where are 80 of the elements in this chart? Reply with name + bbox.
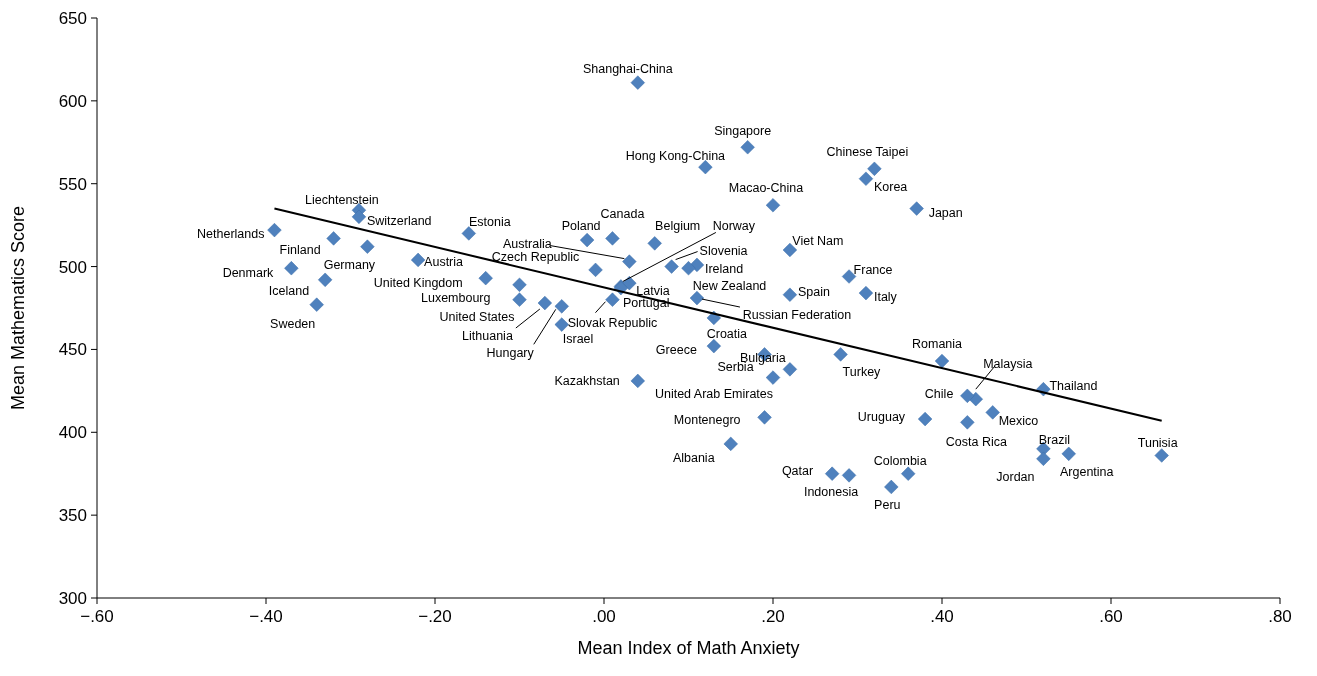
- annotation: Portugal: [622, 296, 670, 311]
- annotation: Brazil: [1038, 433, 1071, 448]
- x-tick-label: .40: [930, 607, 954, 626]
- annotation: Liechtenstein: [305, 192, 379, 207]
- annotation: Latvia: [636, 283, 670, 298]
- annotation: Finland: [279, 242, 321, 257]
- annotation: Tunisia: [1137, 435, 1178, 450]
- annotation: Romania: [911, 337, 963, 352]
- x-tick-label: .00: [592, 607, 616, 626]
- y-axis-title: Mean Mathematics Score: [8, 205, 28, 411]
- annotation: Estonia: [468, 214, 511, 229]
- annotation: New Zealand: [692, 278, 767, 293]
- y-tick-label: 400: [58, 423, 87, 443]
- x-tick-label: −.20: [418, 607, 452, 626]
- annotation: Austria: [424, 255, 464, 270]
- annotation: Colombia: [873, 454, 927, 469]
- annotation: Qatar: [781, 464, 814, 479]
- annotation: Canada: [600, 206, 645, 221]
- annotation: Chile: [924, 387, 954, 402]
- annotation: Ireland: [704, 262, 744, 277]
- annotation: Hong Kong-China: [625, 148, 726, 163]
- annotation: Israel: [562, 331, 594, 346]
- annotation: Czech Republic: [491, 250, 580, 265]
- annotation: Singapore: [714, 123, 772, 138]
- annotation: Macao-China: [728, 180, 804, 195]
- annotation: Sweden: [270, 317, 316, 332]
- annotation: Italy: [873, 290, 898, 305]
- annotation: Chinese Taipei: [826, 145, 909, 160]
- annotation: Korea: [873, 180, 908, 195]
- annotation: France: [853, 262, 893, 277]
- annotation: Peru: [874, 498, 901, 513]
- annotation: United Kingdom: [373, 275, 463, 290]
- annotation: Greece: [655, 343, 697, 358]
- annotation: Poland: [561, 219, 601, 234]
- y-tick-label: 450: [58, 340, 87, 360]
- annotation: Denmark: [222, 265, 275, 280]
- annotation: Turkey: [842, 364, 882, 379]
- annotation: Thailand: [1049, 378, 1098, 393]
- y-tick-label: 350: [58, 506, 87, 526]
- annotation: Jordan: [996, 470, 1035, 485]
- annotation: Argentina: [1059, 465, 1114, 480]
- annotation: Albania: [672, 451, 715, 466]
- annotation: Slovak Republic: [567, 316, 658, 331]
- annotation: Hungary: [486, 345, 535, 360]
- annotation: United States: [439, 310, 515, 325]
- y-tick-label: 650: [58, 8, 87, 28]
- x-axis-title: Mean Index of Math Anxiety: [577, 638, 800, 658]
- y-tick-label: 500: [58, 257, 87, 277]
- annotation: Japan: [928, 205, 963, 220]
- x-tick-label: .20: [761, 607, 785, 626]
- annotation: Norway: [712, 218, 756, 233]
- x-tick-label: .60: [1099, 607, 1123, 626]
- y-tick-label: 600: [58, 91, 87, 111]
- annotation: Lithuania: [462, 329, 513, 344]
- annotation: Germany: [323, 258, 376, 273]
- annotation: Indonesia: [803, 484, 859, 499]
- x-tick-label: .80: [1268, 607, 1292, 626]
- annotation: Shanghai-China: [582, 62, 673, 76]
- annotation: Viet Nam: [792, 234, 844, 249]
- annotation: Iceland: [268, 284, 310, 299]
- annotation: Switzerland: [366, 214, 432, 229]
- annotation: Uruguay: [857, 410, 906, 425]
- annotation: Belgium: [655, 218, 701, 233]
- annotation: Spain: [797, 285, 830, 300]
- annotation: Kazakhstan: [554, 374, 620, 389]
- annotation: Malaysia: [983, 356, 1033, 371]
- annotation: Netherlands: [197, 227, 265, 242]
- y-tick-label: 300: [58, 588, 87, 608]
- y-tick-label: 550: [58, 174, 87, 194]
- annotation: Mexico: [998, 413, 1039, 428]
- annotation: Slovenia: [699, 243, 748, 258]
- annotation: Croatia: [706, 327, 748, 342]
- annotation: United Arab Emirates: [654, 386, 774, 401]
- x-tick-label: −.40: [249, 607, 283, 626]
- annotation: Australia: [503, 236, 552, 251]
- annotation: Montenegro: [673, 412, 741, 427]
- annotation: Costa Rica: [945, 434, 1007, 449]
- annotation: Russian Federation: [742, 308, 852, 323]
- annotation: Luxembourg: [421, 291, 491, 306]
- x-tick-label: −.60: [80, 607, 114, 626]
